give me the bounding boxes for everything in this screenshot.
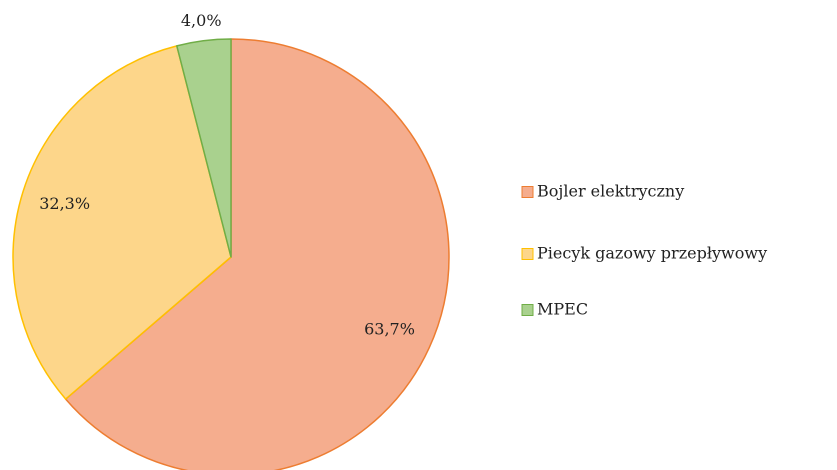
legend-label: Bojler elektryczny bbox=[537, 182, 684, 201]
data-label: 63,7% bbox=[364, 319, 415, 338]
legend-swatch bbox=[521, 186, 534, 198]
legend-swatch bbox=[521, 248, 534, 260]
pie-slice bbox=[64, 38, 450, 470]
pie-slice bbox=[12, 45, 232, 400]
pie-slice bbox=[176, 38, 232, 258]
data-label: 4,0% bbox=[181, 11, 222, 30]
data-label: 32,3% bbox=[39, 194, 90, 213]
legend-label: Piecyk gazowy przepływowy bbox=[537, 244, 767, 263]
legend-swatch bbox=[521, 304, 534, 316]
legend-label: MPEC bbox=[537, 300, 588, 319]
